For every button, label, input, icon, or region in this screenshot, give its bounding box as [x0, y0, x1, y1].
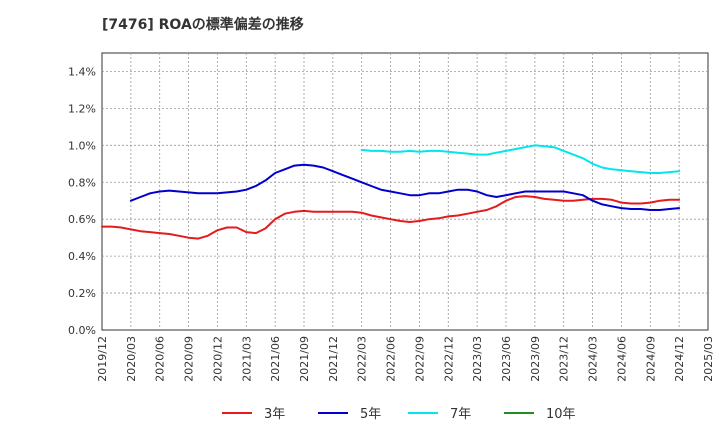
y-tick-label: 1.0%: [68, 139, 96, 152]
series-line-1: [129, 163, 681, 211]
y-tick-label: 0.0%: [68, 324, 96, 337]
x-tick-label: 2022/12: [442, 336, 455, 382]
x-axis-tick-labels: 2019/12 2020/03 2020/06 2020/09 2020/12 2021/…: [96, 336, 715, 382]
legend-label: 7年: [450, 407, 471, 422]
x-tick-label: 2021/09: [298, 336, 311, 382]
legend-label: 5年: [360, 407, 381, 422]
legend-label: 10年: [546, 407, 576, 422]
legend-label: 3年: [264, 407, 285, 422]
x-tick-label: 2022/03: [356, 336, 369, 382]
y-tick-label: 0.6%: [68, 213, 96, 226]
x-tick-label: 2021/03: [240, 336, 253, 382]
x-tick-label: 2024/09: [644, 336, 657, 382]
x-tick-label: 2022/06: [385, 336, 398, 382]
chart-title: [7476] ROAの標準偏差の推移: [102, 16, 304, 33]
y-tick-label: 0.4%: [68, 250, 96, 263]
x-tick-label: 2023/12: [558, 336, 571, 382]
x-tick-label: 2020/06: [154, 336, 167, 382]
legend: 3年 5年 7年 10年: [222, 407, 576, 422]
x-tick-label: 2020/03: [125, 336, 138, 382]
y-tick-label: 1.4%: [68, 65, 96, 78]
y-tick-label: 1.2%: [68, 102, 96, 115]
x-tick-label: 2023/03: [471, 336, 484, 382]
x-tick-label: 2023/06: [500, 336, 513, 382]
x-tick-label: 2020/09: [183, 336, 196, 382]
plot-area: [101, 52, 709, 331]
x-tick-label: 2021/12: [327, 336, 340, 382]
y-axis-tick-labels: 0.0% 0.2% 0.4% 0.6% 0.8% 1.0% 1.2% 1.4%: [68, 65, 96, 337]
gridlines: [102, 53, 708, 330]
x-tick-label: 2023/09: [529, 336, 542, 382]
x-tick-label: 2020/12: [211, 336, 224, 382]
x-tick-label: 2024/12: [673, 336, 686, 382]
x-tick-label: 2019/12: [96, 336, 109, 382]
x-tick-label: 2022/09: [413, 336, 426, 382]
y-tick-label: 0.2%: [68, 287, 96, 300]
x-tick-label: 2025/03: [702, 336, 715, 382]
series-lines: [101, 144, 681, 240]
x-tick-label: 2024/06: [615, 336, 628, 382]
x-tick-label: 2021/06: [269, 336, 282, 382]
series-line-2: [360, 144, 681, 174]
y-tick-label: 0.8%: [68, 176, 96, 189]
series-line-0: [101, 195, 681, 240]
x-tick-label: 2024/03: [587, 336, 600, 382]
